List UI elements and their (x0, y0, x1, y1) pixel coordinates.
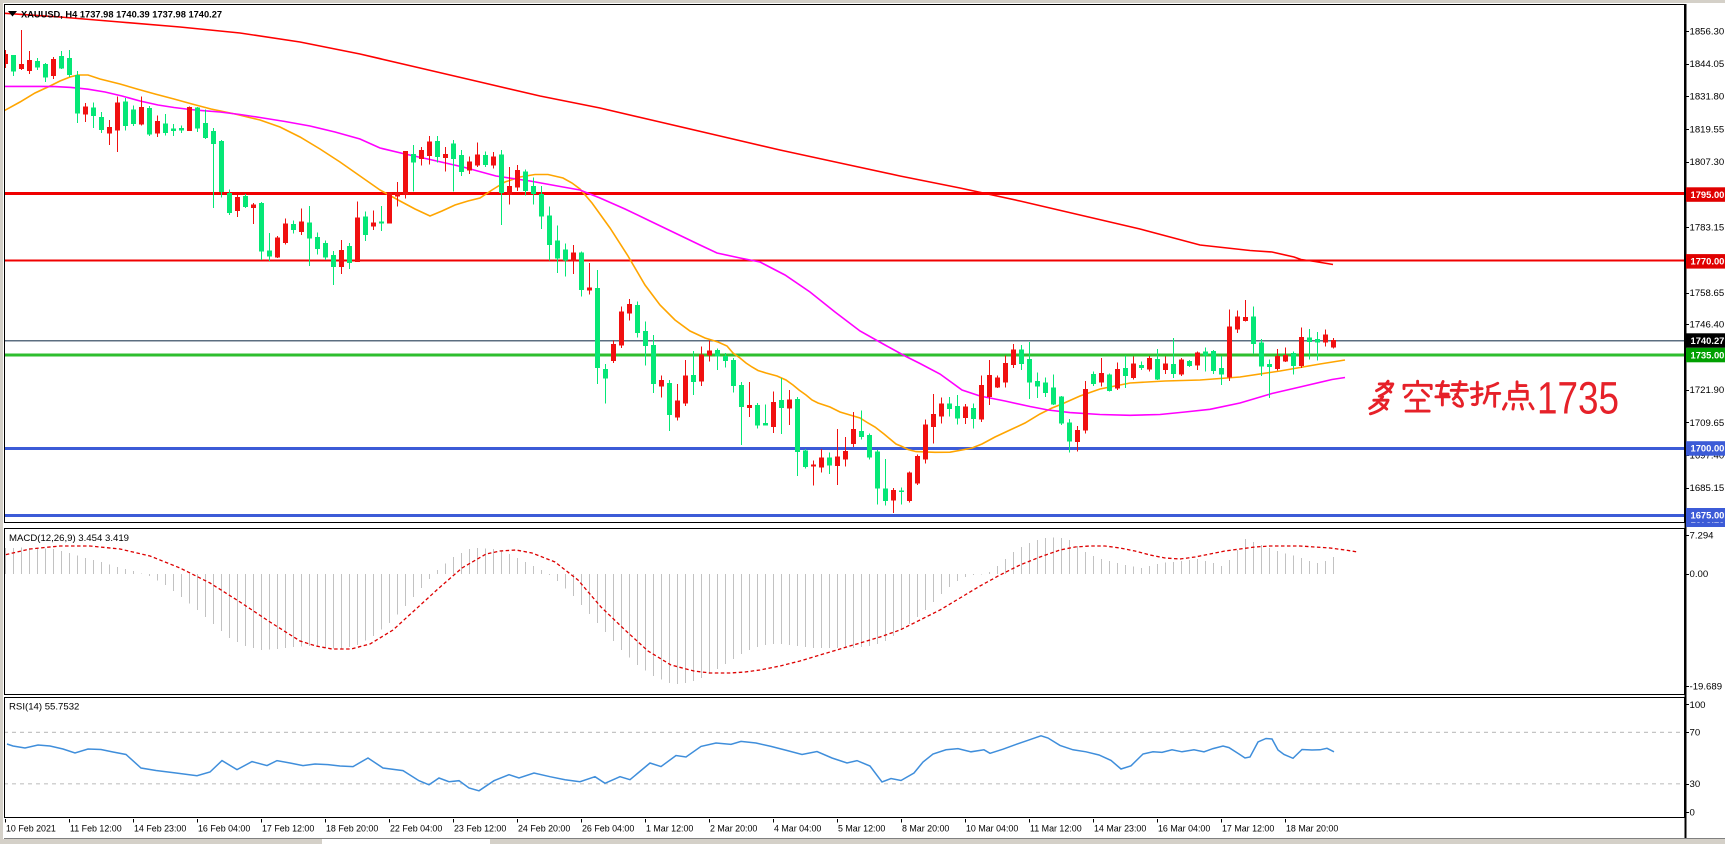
svg-text:11 Mar 12:00: 11 Mar 12:00 (1030, 824, 1082, 834)
svg-text:30: 30 (1690, 779, 1701, 790)
svg-text:-19.689: -19.689 (1690, 681, 1723, 692)
svg-text:14 Mar 23:00: 14 Mar 23:00 (1094, 824, 1146, 834)
svg-text:1685.15: 1685.15 (1690, 483, 1725, 494)
svg-text:1807.30: 1807.30 (1690, 157, 1725, 168)
svg-text:1740.27: 1740.27 (1691, 335, 1725, 346)
svg-text:4 Mar 04:00: 4 Mar 04:00 (774, 824, 821, 834)
svg-text:1795.00: 1795.00 (1691, 189, 1725, 200)
svg-text:16 Mar 04:00: 16 Mar 04:00 (1158, 824, 1210, 834)
svg-text:1770.00: 1770.00 (1691, 256, 1725, 267)
svg-text:1783.15: 1783.15 (1690, 223, 1725, 234)
svg-text:1831.80: 1831.80 (1690, 92, 1725, 103)
svg-text:24 Feb 20:00: 24 Feb 20:00 (518, 824, 570, 834)
svg-text:10 Feb 2021: 10 Feb 2021 (6, 824, 56, 834)
svg-text:5 Mar 12:00: 5 Mar 12:00 (838, 824, 885, 834)
svg-text:16 Feb 04:00: 16 Feb 04:00 (198, 824, 250, 834)
svg-text:1700.00: 1700.00 (1691, 443, 1725, 454)
svg-text:7.294: 7.294 (1690, 531, 1715, 542)
svg-text:1721.90: 1721.90 (1690, 385, 1725, 396)
svg-text:10 Mar 04:00: 10 Mar 04:00 (966, 824, 1018, 834)
svg-text:1 Mar 12:00: 1 Mar 12:00 (646, 824, 693, 834)
svg-text:23 Feb 12:00: 23 Feb 12:00 (454, 824, 506, 834)
svg-text:17 Mar 12:00: 17 Mar 12:00 (1222, 824, 1274, 834)
svg-text:0.00: 0.00 (1690, 569, 1709, 580)
svg-text:1844.05: 1844.05 (1690, 59, 1725, 70)
svg-text:1735: 1735 (1537, 373, 1619, 424)
svg-text:MACD(12,26,9) 3.454 3.419: MACD(12,26,9) 3.454 3.419 (9, 533, 129, 544)
svg-text:0: 0 (1690, 808, 1695, 819)
svg-text:1746.40: 1746.40 (1690, 320, 1725, 331)
svg-text:70: 70 (1690, 728, 1701, 739)
svg-text:1856.30: 1856.30 (1690, 26, 1725, 37)
svg-text:17 Feb 12:00: 17 Feb 12:00 (262, 824, 314, 834)
svg-text:2 Mar 20:00: 2 Mar 20:00 (710, 824, 757, 834)
svg-text:1697.40: 1697.40 (1690, 451, 1725, 462)
svg-text:11 Feb 12:00: 11 Feb 12:00 (70, 824, 122, 834)
svg-text:1735.00: 1735.00 (1691, 349, 1725, 360)
svg-text:18 Feb 20:00: 18 Feb 20:00 (326, 824, 378, 834)
svg-text:100: 100 (1690, 700, 1706, 711)
svg-text:8 Mar 20:00: 8 Mar 20:00 (902, 824, 949, 834)
svg-text:1758.65: 1758.65 (1690, 288, 1725, 299)
svg-text:14 Feb 23:00: 14 Feb 23:00 (134, 824, 186, 834)
svg-text:1675.00: 1675.00 (1691, 510, 1725, 521)
svg-text:1709.65: 1709.65 (1690, 418, 1725, 429)
svg-text:1819.55: 1819.55 (1690, 124, 1725, 135)
svg-text:22 Feb 04:00: 22 Feb 04:00 (390, 824, 442, 834)
svg-text:26 Feb 04:00: 26 Feb 04:00 (582, 824, 634, 834)
svg-text:RSI(14) 55.7532: RSI(14) 55.7532 (9, 702, 79, 713)
svg-text:18 Mar 20:00: 18 Mar 20:00 (1286, 824, 1338, 834)
svg-text:XAUUSD, H4 1737.98 1740.39 17: XAUUSD, H4 1737.98 1740.39 1737.98 1740.… (21, 10, 222, 20)
